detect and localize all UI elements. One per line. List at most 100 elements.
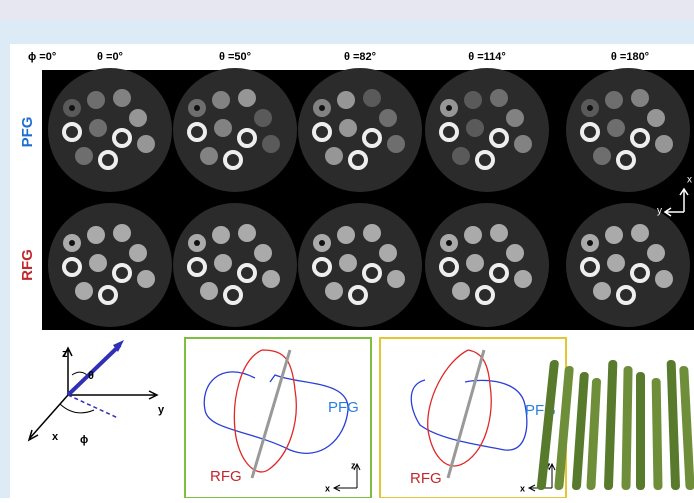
axis-label: x (687, 175, 692, 186)
axis-label: y (657, 206, 662, 217)
blob-core (319, 240, 325, 246)
blob (605, 91, 623, 109)
blob (387, 270, 405, 288)
blob (137, 270, 155, 288)
blob (254, 109, 272, 127)
blob (238, 89, 256, 107)
blob (607, 254, 625, 272)
blob (212, 91, 230, 109)
blob (605, 226, 623, 244)
blob (363, 224, 381, 242)
blob (466, 254, 484, 272)
axis-label: z (62, 348, 68, 360)
angle-label: θ (88, 370, 94, 382)
stalk (636, 372, 645, 490)
blob (490, 89, 508, 107)
blob (452, 282, 470, 300)
blob (89, 119, 107, 137)
theta-label: θ =114° (468, 51, 506, 63)
blob (514, 270, 532, 288)
blob (337, 226, 355, 244)
blob-core (446, 105, 452, 111)
blob (113, 89, 131, 107)
blob (75, 147, 93, 165)
blob-core (194, 240, 200, 246)
rfg-label: RFG (210, 468, 242, 485)
theta-label: θ =82° (344, 51, 376, 63)
blob (387, 135, 405, 153)
blob (254, 244, 272, 262)
top-band (0, 0, 694, 20)
blob (647, 109, 665, 127)
blob (506, 109, 524, 127)
blob (490, 224, 508, 242)
blob (339, 254, 357, 272)
blob (87, 226, 105, 244)
blob (379, 109, 397, 127)
blob (129, 109, 147, 127)
blob (200, 282, 218, 300)
blob-core (587, 240, 593, 246)
blob (464, 226, 482, 244)
blob (647, 244, 665, 262)
blob (655, 135, 673, 153)
theta-label: θ =0° (97, 51, 123, 63)
rfg-label: RFG (410, 470, 442, 487)
blob (466, 119, 484, 137)
blob (262, 135, 280, 153)
blob-core (319, 105, 325, 111)
blob-core (69, 240, 75, 246)
blob-core (446, 240, 452, 246)
figure: ϕ =0° θ =0° θ =50° θ =82° θ =114° θ =180… (0, 0, 694, 498)
blob-core (69, 105, 75, 111)
slice (173, 203, 297, 327)
blob (607, 119, 625, 137)
blob (593, 147, 611, 165)
slice (425, 203, 549, 327)
theta-label: θ =50° (219, 51, 251, 63)
blob (137, 135, 155, 153)
axis-label: y (158, 404, 165, 416)
blob (631, 224, 649, 242)
slice (425, 68, 549, 192)
blob (113, 224, 131, 242)
blob (214, 254, 232, 272)
blob (655, 270, 673, 288)
axis-label: x (52, 431, 59, 443)
angle-label: ϕ (80, 434, 88, 446)
blob (339, 119, 357, 137)
slice (173, 68, 297, 192)
blob (631, 89, 649, 107)
blob (379, 244, 397, 262)
slice (566, 68, 690, 192)
slice (48, 203, 172, 327)
blob (87, 91, 105, 109)
blob (238, 224, 256, 242)
slice (566, 203, 690, 327)
blob-core (194, 105, 200, 111)
axis-label: x (520, 483, 525, 493)
slice (298, 203, 422, 327)
pfg-label: PFG (328, 399, 359, 416)
phi-label: ϕ =0° (28, 51, 56, 63)
blob (75, 282, 93, 300)
row-label: RFG (19, 249, 36, 281)
blob (514, 135, 532, 153)
blob-core (587, 105, 593, 111)
blob (325, 282, 343, 300)
page: ϕ =0° θ =0° θ =50° θ =82° θ =114° θ =180… (0, 0, 694, 498)
axis-label: z (351, 460, 356, 470)
blob (214, 119, 232, 137)
blob (593, 282, 611, 300)
blob (262, 270, 280, 288)
blob (89, 254, 107, 272)
blob (337, 91, 355, 109)
blob (200, 147, 218, 165)
blob (506, 244, 524, 262)
blob (464, 91, 482, 109)
blob (363, 89, 381, 107)
row-label: PFG (19, 117, 36, 148)
slice (48, 68, 172, 192)
blob (212, 226, 230, 244)
axis-label: x (325, 483, 330, 493)
